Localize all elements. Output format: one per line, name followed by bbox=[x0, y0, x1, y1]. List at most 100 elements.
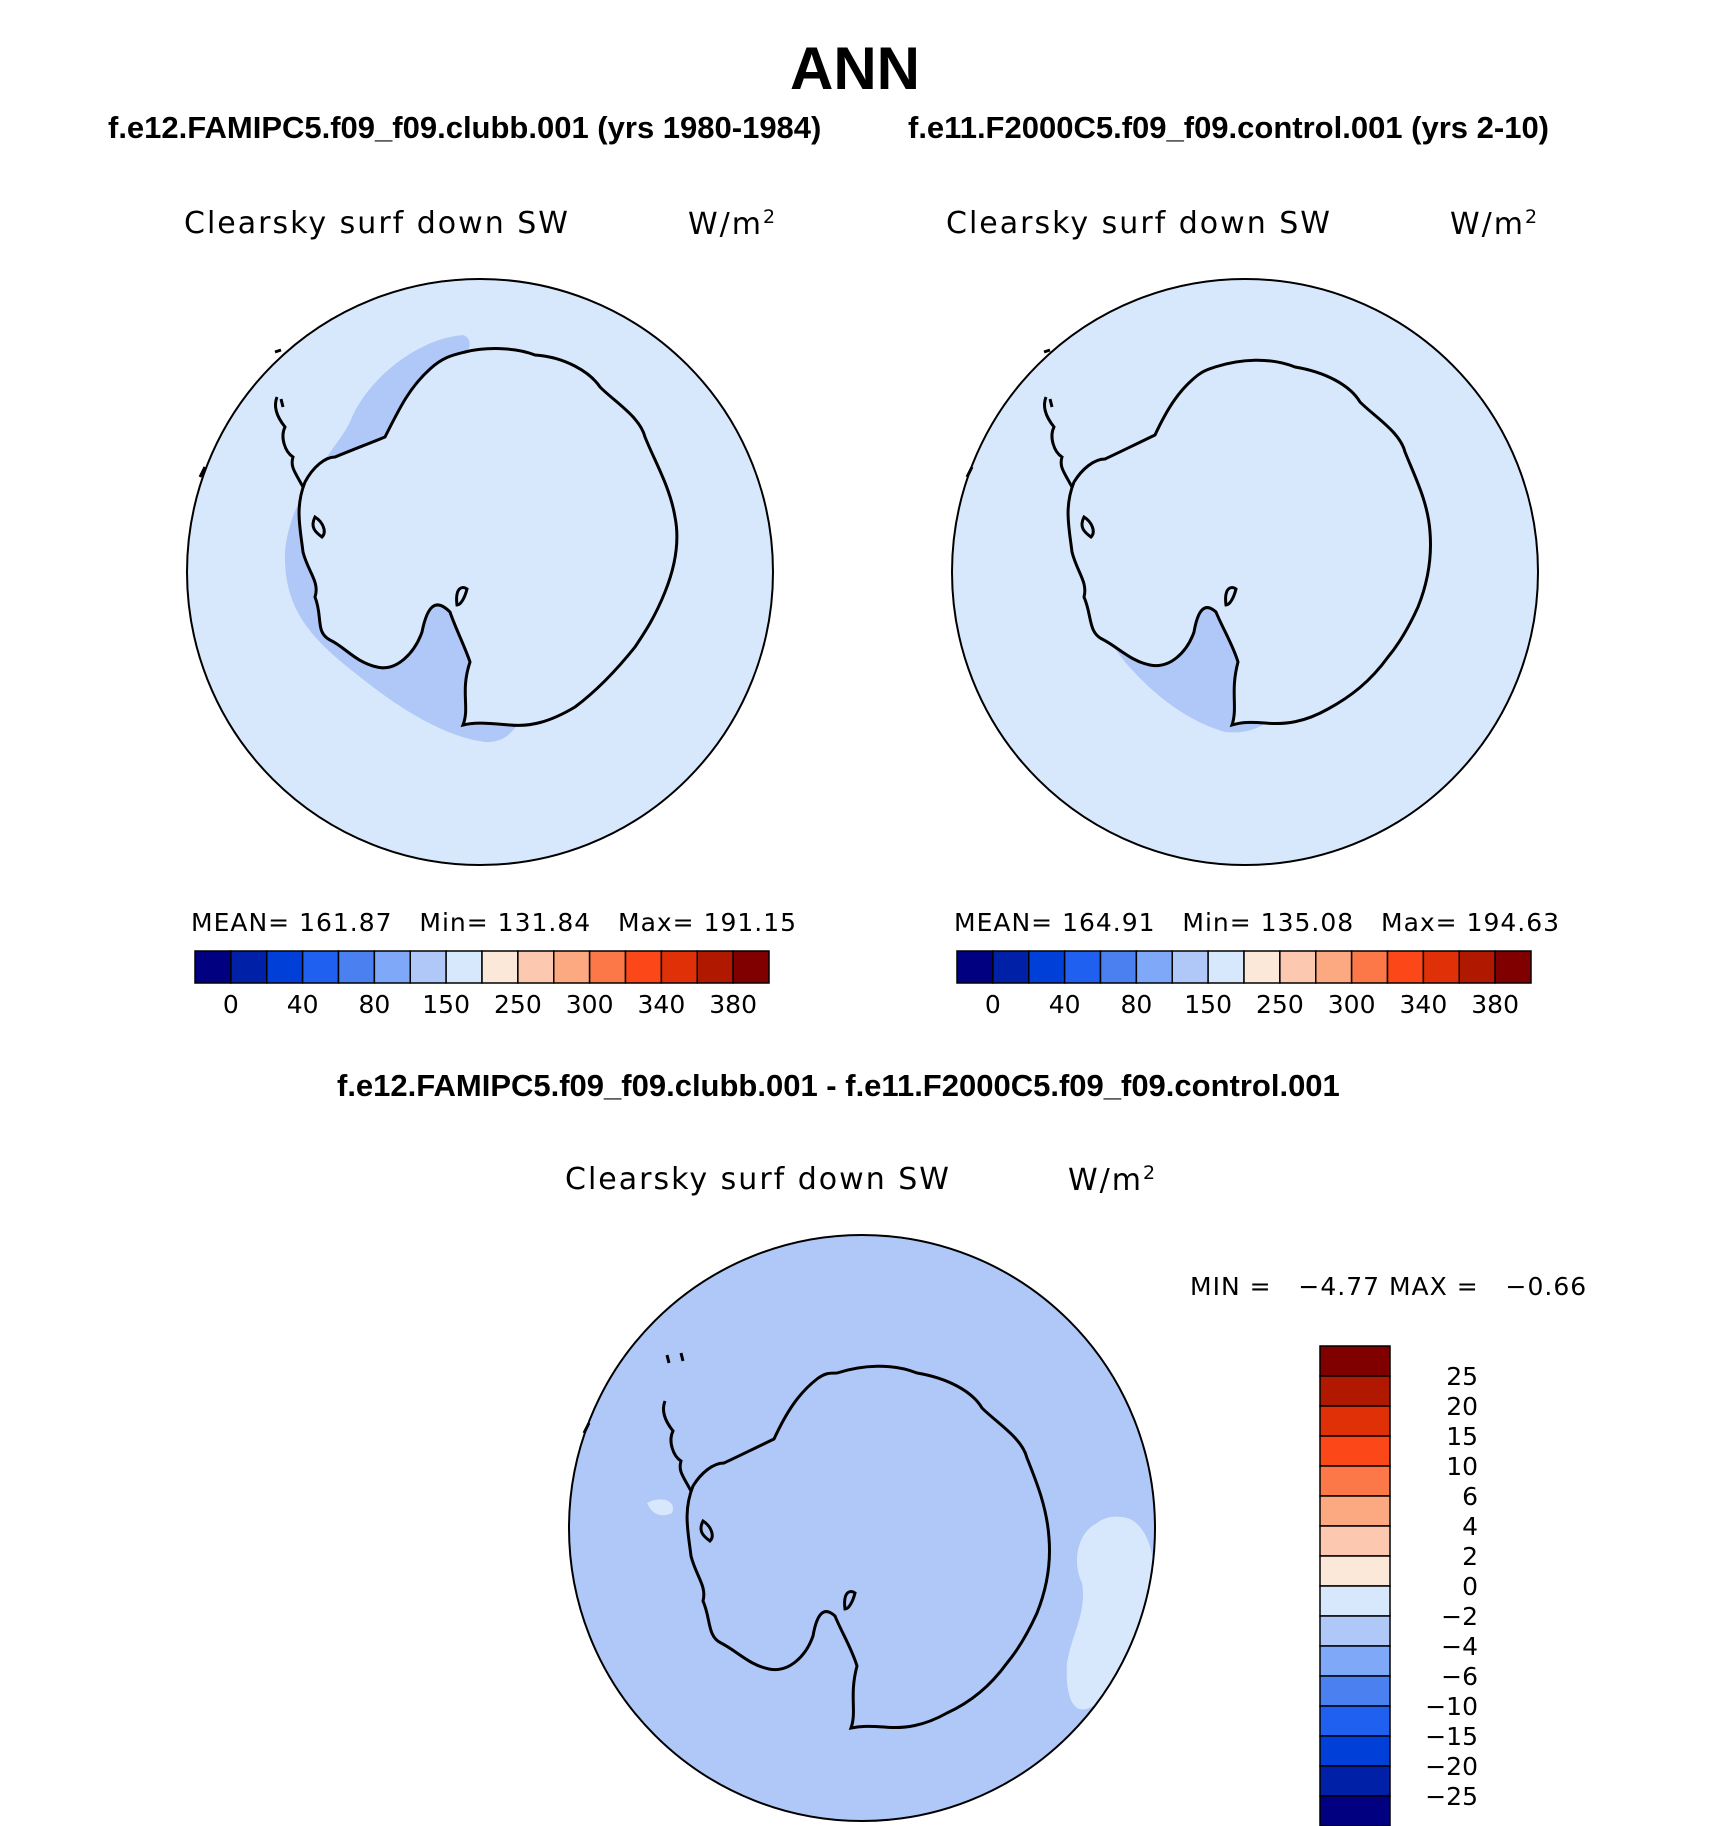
colorbar-swatch bbox=[517, 950, 555, 984]
colorbar-swatch bbox=[696, 950, 734, 984]
case-title-1: f.e12.FAMIPC5.f09_f09.clubb.001 (yrs 198… bbox=[108, 110, 822, 145]
colorbar-swatch bbox=[1319, 1765, 1391, 1797]
colorbar-swatch bbox=[1319, 1525, 1391, 1557]
colorbar-tick-label: −20 bbox=[1425, 1752, 1478, 1781]
colorbar-swatch bbox=[373, 950, 411, 984]
colorbar-labels-2: 0 40 80 150 250 300 340 380 bbox=[957, 990, 1531, 1022]
colorbar-2 bbox=[956, 950, 1532, 984]
diff-units-label: W/m2 bbox=[1068, 1162, 1158, 1198]
colorbar-swatch bbox=[1063, 950, 1102, 984]
antarctica-coastline bbox=[1066, 358, 1432, 728]
map-panel-2 bbox=[951, 278, 1539, 866]
colorbar-tick-label: 0 bbox=[1462, 1572, 1478, 1601]
colorbar-tick-label: 40 bbox=[1048, 990, 1081, 1019]
colorbar-swatch bbox=[266, 950, 304, 984]
colorbar-1 bbox=[194, 950, 770, 984]
colorbar-swatch bbox=[1494, 950, 1532, 984]
colorbar-swatch bbox=[1319, 1435, 1391, 1467]
colorbar-tick-label: 25 bbox=[1446, 1362, 1478, 1391]
diff-title: f.e12.FAMIPC5.f09_f09.clubb.001 - f.e11.… bbox=[337, 1068, 1340, 1103]
units-label-1: W/m2 bbox=[688, 206, 778, 242]
colorbar-tick-label: 40 bbox=[286, 990, 319, 1019]
colorbar-tick-label: 150 bbox=[1184, 990, 1232, 1019]
colorbar-swatch bbox=[1458, 950, 1496, 984]
colorbar-swatch bbox=[409, 950, 447, 984]
diff-min-max: MIN = −4.77 MAX = −0.66 bbox=[1190, 1272, 1588, 1301]
colorbar-swatch bbox=[660, 950, 698, 984]
colorbar-tick-label: −10 bbox=[1425, 1692, 1478, 1721]
colorbar-swatch bbox=[1319, 1795, 1391, 1826]
colorbar-tick-label: −15 bbox=[1425, 1722, 1478, 1751]
colorbar-tick-label: −6 bbox=[1441, 1662, 1478, 1691]
colorbar-swatch bbox=[553, 950, 591, 984]
colorbar-tick-label: 80 bbox=[1120, 990, 1153, 1019]
colorbar-swatch bbox=[1319, 1645, 1391, 1677]
colorbar-tick-label: 0 bbox=[984, 990, 1001, 1019]
colorbar-tick-label: −2 bbox=[1441, 1602, 1478, 1631]
colorbar-tick-label: 4 bbox=[1462, 1512, 1478, 1541]
colorbar-tick-label: 250 bbox=[494, 990, 542, 1019]
antarctica-coastline bbox=[297, 347, 679, 728]
colorbar-swatch bbox=[445, 950, 483, 984]
figure-title: ANN bbox=[790, 35, 920, 102]
colorbar-swatch bbox=[301, 950, 340, 984]
colorbar-swatch bbox=[1171, 950, 1209, 984]
colorbar-tick-label: 380 bbox=[709, 990, 757, 1019]
field-contour-light bbox=[647, 1499, 673, 1516]
colorbar-swatch bbox=[1319, 1465, 1391, 1497]
colorbar-swatch bbox=[588, 950, 627, 984]
colorbar-tick-label: 340 bbox=[637, 990, 686, 1019]
colorbar-diff bbox=[1319, 1345, 1391, 1826]
colorbar-swatch bbox=[732, 950, 770, 984]
map-border bbox=[186, 278, 774, 866]
colorbar-tick-label: 300 bbox=[565, 990, 614, 1019]
colorbar-swatch bbox=[1243, 950, 1281, 984]
case-title-2: f.e11.F2000C5.f09_f09.control.001 (yrs 2… bbox=[908, 110, 1550, 145]
colorbar-swatch bbox=[230, 950, 268, 984]
stats-2: MEAN= 164.91 Min= 135.08 Max= 194.63 bbox=[954, 908, 1561, 937]
colorbar-swatch bbox=[1319, 1375, 1391, 1407]
diff-variable-label: Clearsky surf down SW bbox=[565, 1162, 951, 1197]
stats-1: MEAN= 161.87 Min= 131.84 Max= 191.15 bbox=[191, 908, 798, 937]
colorbar-tick-label: 340 bbox=[1399, 990, 1448, 1019]
colorbar-tick-label: 300 bbox=[1327, 990, 1376, 1019]
colorbar-swatch bbox=[337, 950, 376, 984]
colorbar-tick-label: 0 bbox=[222, 990, 239, 1019]
colorbar-swatch bbox=[1028, 950, 1066, 984]
colorbar-tick-label: 80 bbox=[358, 990, 391, 1019]
colorbar-swatch bbox=[1319, 1555, 1391, 1587]
colorbar-tick-label: 6 bbox=[1462, 1482, 1478, 1511]
antarctica-coastline bbox=[685, 1364, 1051, 1730]
colorbar-diff-labels: 25 20 15 10 6 4 2 0 −2 −4 −6 −10 −15 −20 −25 bbox=[1398, 1346, 1478, 1826]
colorbar-swatch bbox=[1319, 1735, 1391, 1767]
colorbar-swatch bbox=[1422, 950, 1460, 984]
colorbar-swatch bbox=[1319, 1615, 1391, 1647]
map-border bbox=[951, 278, 1539, 866]
colorbar-swatch bbox=[992, 950, 1030, 984]
colorbar-swatch bbox=[194, 950, 232, 984]
variable-label-2: Clearsky surf down SW bbox=[946, 206, 1332, 241]
colorbar-tick-label: 15 bbox=[1446, 1422, 1478, 1451]
colorbar-swatch bbox=[956, 950, 994, 984]
colorbar-labels-1: 0 40 80 150 250 300 340 380 bbox=[195, 990, 769, 1022]
colorbar-swatch bbox=[1207, 950, 1245, 984]
colorbar-swatch bbox=[1319, 1675, 1391, 1707]
colorbar-swatch bbox=[624, 950, 663, 984]
colorbar-swatch bbox=[1319, 1705, 1391, 1737]
units-label-2: W/m2 bbox=[1450, 206, 1540, 242]
colorbar-swatch bbox=[1319, 1495, 1391, 1527]
colorbar-tick-label: 150 bbox=[422, 990, 470, 1019]
colorbar-tick-label: 2 bbox=[1462, 1542, 1478, 1571]
colorbar-tick-label: 250 bbox=[1256, 990, 1304, 1019]
colorbar-swatch bbox=[1279, 950, 1317, 984]
colorbar-tick-label: −25 bbox=[1425, 1782, 1478, 1811]
colorbar-swatch bbox=[1350, 950, 1389, 984]
colorbar-tick-label: 380 bbox=[1471, 990, 1519, 1019]
colorbar-swatch bbox=[1319, 1405, 1391, 1437]
colorbar-swatch bbox=[1319, 1585, 1391, 1617]
colorbar-tick-label: 10 bbox=[1446, 1452, 1478, 1481]
colorbar-tick-label: 20 bbox=[1446, 1392, 1478, 1421]
colorbar-swatch bbox=[1315, 950, 1353, 984]
colorbar-tick-label: −4 bbox=[1441, 1632, 1478, 1661]
colorbar-swatch bbox=[1319, 1345, 1391, 1377]
